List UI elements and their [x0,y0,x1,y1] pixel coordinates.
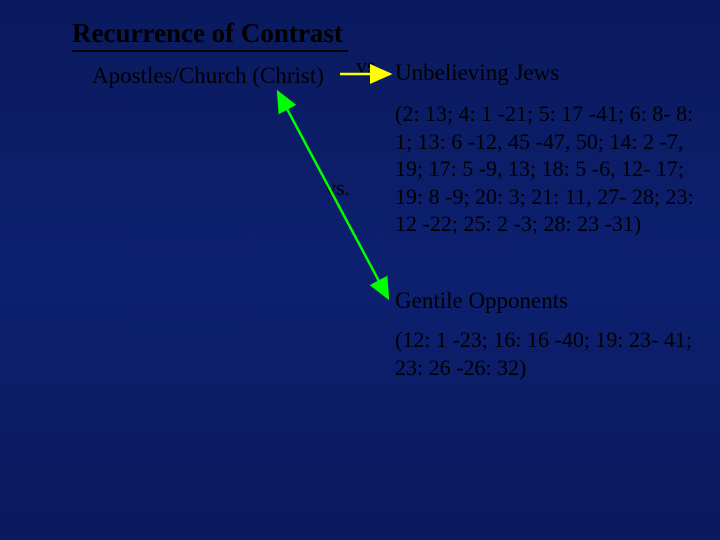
right-group-2-label: Gentile Opponents [395,288,568,314]
slide-title: Recurrence of Contrast [72,18,343,49]
vs-label-1: vs. [356,53,381,79]
title-underline [72,50,348,52]
right-group-2-refs: (12: 1 -23; 16: 16 -40; 19: 23- 41; 23: … [395,326,695,381]
right-group-1-label: Unbelieving Jews [395,60,559,86]
vs-label-2: vs. [325,175,350,201]
right-group-1-refs: (2: 13; 4: 1 -21; 5: 17 -41; 6: 8- 8: 1;… [395,100,695,238]
left-group-label: Apostles/Church (Christ) [92,63,324,89]
